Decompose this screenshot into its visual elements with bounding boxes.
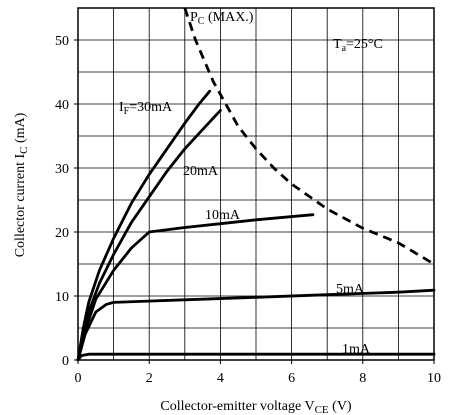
x-tick-label: 10 [427,371,441,386]
temperature-label: Ta=25°C [333,37,383,54]
pc-max-curve [183,7,435,266]
tick-labels: 0 2 4 6 8 10 0 10 20 30 40 50 [55,34,441,386]
series-label-1ma: 1mA [342,342,371,357]
series-label-if30: IF=30mA [119,100,173,117]
x-tick-label: 0 [75,371,82,386]
x-axis-title: Collector-emitter voltage VCE (V) [160,399,352,415]
y-axis-title: Collector current IC (mA) [13,112,30,257]
series-line-0 [76,89,212,362]
pc-max-label: PC (MAX.) [190,10,254,27]
x-tick-label: 6 [288,371,295,386]
y-tick-label: 50 [55,34,69,49]
series-label-5ma: 5mA [336,282,365,297]
y-tick-label: 10 [55,290,69,305]
series-line-3 [76,288,436,362]
series-label-20ma: 20mA [183,164,219,179]
y-tick-label: 30 [55,162,69,177]
x-tick-label: 2 [146,371,153,386]
grid [78,8,434,360]
series-line-1 [76,109,222,362]
plot-frame [77,7,435,361]
y-tick-label: 20 [55,226,69,241]
y-tick-label: 40 [55,98,69,113]
x-tick-label: 4 [217,371,224,386]
series-line-2 [76,213,315,362]
series-label-10ma: 10mA [205,208,241,223]
x-tick-label: 8 [359,371,366,386]
y-tick-label: 0 [62,354,69,369]
series-line-4 [76,352,436,362]
series-lines [76,7,436,362]
